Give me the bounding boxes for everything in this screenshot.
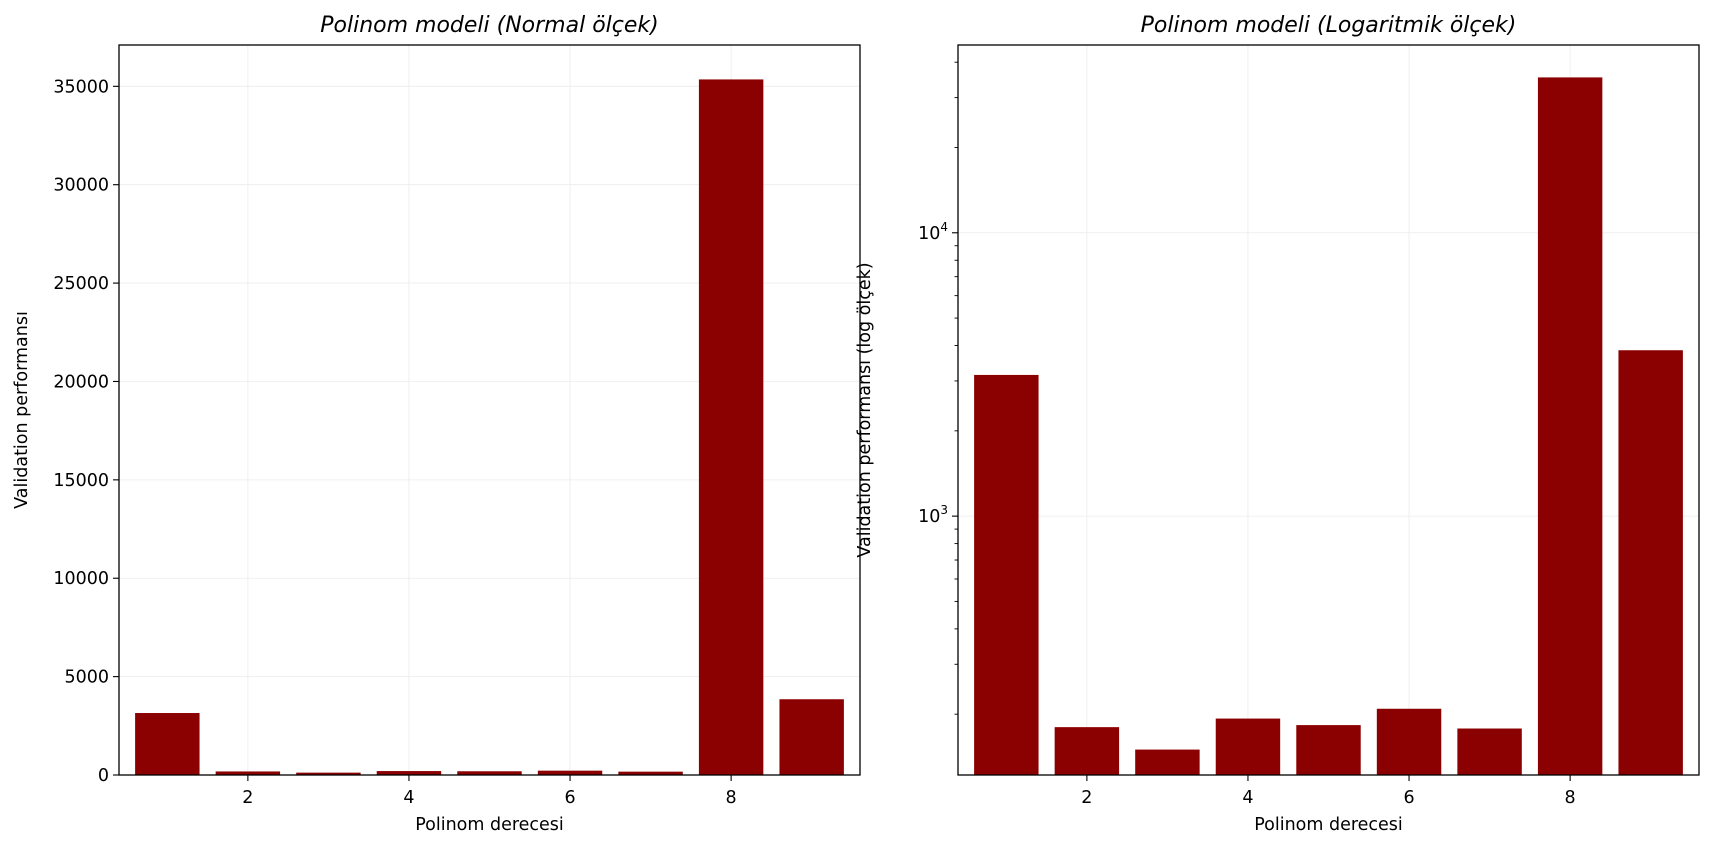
x-tick-label: 4	[1242, 788, 1253, 808]
bar	[1537, 77, 1603, 776]
x-axis-label: Polinom derecesi	[415, 815, 564, 835]
bars-layer	[974, 77, 1683, 776]
y-axis-label: Validation performansı	[12, 311, 32, 509]
y-axis-label: Validation performansı (log ölçek)	[855, 262, 875, 557]
y-tick-label: 30000	[53, 176, 109, 196]
bar	[618, 771, 683, 775]
x-tick-label: 8	[726, 788, 737, 808]
chart-title: Polinom modeli (Logaritmik ölçek)	[1141, 13, 1517, 38]
bar	[1376, 708, 1442, 775]
y-tick-label: 5000	[64, 668, 109, 688]
bar	[457, 771, 522, 775]
y-tick-label: 104	[918, 220, 948, 244]
bar	[1135, 749, 1200, 775]
y-tick-label: 25000	[53, 274, 109, 294]
x-tick-label: 6	[1403, 788, 1414, 808]
x-tick-label: 2	[242, 788, 253, 808]
ticks-layer: 2 4 6 8 103 104	[918, 61, 1576, 808]
chart-title: Polinom modeli (Normal ölçek)	[320, 13, 658, 38]
bar	[1618, 350, 1683, 775]
bar	[376, 771, 442, 775]
x-tick-label: 8	[1565, 788, 1576, 808]
plot-frame	[118, 44, 861, 776]
bar	[779, 699, 844, 775]
bar	[1296, 725, 1361, 775]
x-tick-label: 4	[403, 788, 414, 808]
x-tick-label: 6	[564, 788, 575, 808]
bar	[1457, 728, 1522, 775]
x-axis-label: Polinom derecesi	[1254, 815, 1403, 835]
y-tick-label: 10000	[53, 569, 109, 589]
ticks-layer: 2 4 6 8 0 5000 10000 15000 20000 25000 30000 35000	[53, 77, 736, 808]
y-tick-label: 35000	[53, 77, 109, 97]
y-tick-label: 103	[918, 503, 948, 527]
y-tick-label: 0	[98, 766, 109, 786]
chart-panel-normal-scale: 2 4 6 805000100001500020000250003000035000 …	[12, 13, 861, 835]
bar	[296, 772, 361, 775]
bars-layer	[135, 79, 844, 775]
y-tick-label: 20000	[53, 372, 109, 392]
bar	[537, 770, 603, 775]
bar	[215, 771, 281, 775]
bar	[1054, 727, 1120, 775]
x-tick-label: 2	[1081, 788, 1092, 808]
bar	[135, 713, 200, 775]
bar	[698, 79, 764, 775]
plot-frame	[957, 44, 1700, 776]
y-tick-label: 15000	[53, 471, 109, 491]
chart-panel-log-scale: 2 4 6 8 103 104 Polinom modeli (Logaritmik öl…	[855, 13, 1700, 835]
bar	[974, 374, 1039, 775]
bar	[1215, 718, 1281, 775]
